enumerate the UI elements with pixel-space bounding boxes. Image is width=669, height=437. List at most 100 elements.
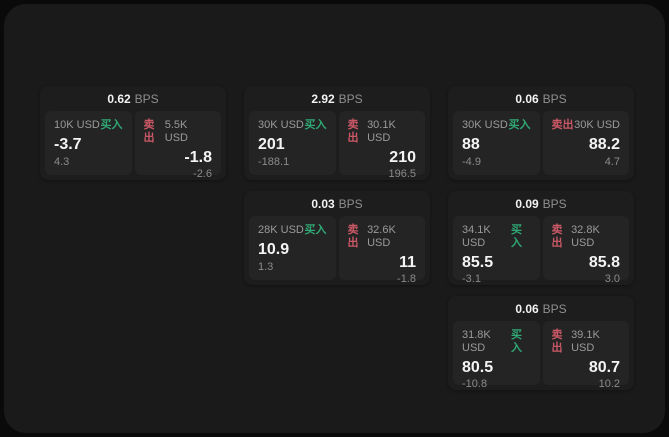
buy-delta: -10.8: [462, 378, 488, 390]
sell-amount: 39.1K USD: [571, 329, 600, 354]
sell-panel[interactable]: 卖出 5.5K USD -1.8 -2.6: [134, 111, 221, 180]
sell-panel[interactable]: 卖出 39.1K USD 80.7 10.2: [542, 321, 629, 390]
buy-delta: -3.1: [462, 273, 481, 285]
sell-button[interactable]: 卖出: [551, 224, 563, 249]
bps-header: 0.09 BPS: [453, 191, 629, 216]
sell-panel-top: 卖出 32.8K USD: [552, 224, 621, 250]
bps-unit-label: BPS: [542, 91, 567, 106]
sell-price: 80.7: [588, 359, 620, 376]
buy-price: -3.7: [54, 136, 82, 153]
sell-amount: 32.8K USD: [571, 224, 600, 249]
bps-header: 0.62 BPS: [45, 86, 221, 111]
sell-delta: -2.6: [193, 168, 212, 180]
buy-price: 10.9: [258, 241, 290, 258]
bps-unit-label: BPS: [542, 301, 567, 316]
buy-amount: 10K USD: [54, 119, 100, 131]
sell-panel-top: 卖出 30K USD: [552, 119, 621, 132]
sell-amount: 30K USD: [574, 119, 620, 131]
bps-unit-label: BPS: [338, 91, 363, 106]
bps-value: 0.06: [515, 301, 539, 316]
buy-panel[interactable]: 34.1K USD 买入 85.5 -3.1: [453, 216, 540, 285]
bps-value: 0.06: [515, 91, 539, 106]
card-body: 10K USD 买入 -3.7 4.3 卖出 5.5K USD -1.8 -2.…: [45, 111, 221, 180]
buy-delta: -4.9: [462, 156, 481, 168]
quote-card: 0.06 BPS 30K USD 买入 88 -4.9 卖出: [448, 86, 634, 180]
buy-panel-top: 30K USD 买入: [462, 119, 531, 132]
sell-panel[interactable]: 卖出 30.1K USD 210 196.5: [338, 111, 425, 180]
quote-card: 0.62 BPS 10K USD 买入 -3.7 4.3 卖出: [40, 86, 226, 180]
sell-button[interactable]: 卖出: [551, 329, 563, 354]
buy-panel[interactable]: 28K USD 买入 10.9 1.3: [249, 216, 336, 280]
buy-amount: 30K USD: [462, 119, 508, 131]
bps-header: 0.06 BPS: [453, 86, 629, 111]
buy-panel-top: 10K USD 买入: [54, 119, 123, 132]
buy-price: 80.5: [462, 359, 494, 376]
buy-panel-top: 31.8K USD 买入: [462, 329, 531, 355]
buy-price: 88: [462, 136, 480, 153]
buy-panel[interactable]: 10K USD 买入 -3.7 4.3: [45, 111, 132, 175]
sell-delta: 196.5: [388, 168, 416, 180]
sell-button[interactable]: 卖出: [143, 119, 155, 144]
buy-panel-top: 30K USD 买入: [258, 119, 327, 132]
sell-button[interactable]: 卖出: [347, 119, 359, 144]
bps-value: 0.62: [107, 91, 131, 106]
bps-value: 2.92: [311, 91, 335, 106]
sell-price: 210: [389, 149, 416, 166]
buy-amount: 30K USD: [258, 119, 304, 131]
sell-delta: 4.7: [604, 156, 620, 168]
sell-delta: 3.0: [604, 273, 620, 285]
buy-button[interactable]: 买入: [304, 119, 327, 131]
bps-header: 2.92 BPS: [249, 86, 425, 111]
buy-panel[interactable]: 30K USD 买入 88 -4.9: [453, 111, 540, 175]
buy-amount: 34.1K USD: [462, 224, 491, 249]
sell-panel[interactable]: 卖出 30K USD 88.2 4.7: [542, 111, 629, 175]
main-panel: 0.62 BPS 10K USD 买入 -3.7 4.3 卖出: [4, 4, 665, 433]
buy-amount: 28K USD: [258, 224, 304, 236]
card-body: 31.8K USD 买入 80.5 -10.8 卖出 39.1K USD 80.…: [453, 321, 629, 390]
sell-panel-top: 卖出 32.6K USD: [348, 224, 417, 250]
card-body: 30K USD 买入 201 -188.1 卖出 30.1K USD 210 1…: [249, 111, 425, 180]
buy-delta: -188.1: [258, 156, 290, 168]
sell-amount: 30.1K USD: [367, 119, 396, 144]
buy-delta: 4.3: [54, 156, 70, 168]
quote-card: 2.92 BPS 30K USD 买入 201 -188.1 卖出: [244, 86, 430, 180]
sell-panel-top: 卖出 39.1K USD: [552, 329, 621, 355]
sell-button[interactable]: 卖出: [551, 119, 574, 131]
sell-delta: 10.2: [598, 378, 620, 390]
sell-amount: 32.6K USD: [367, 224, 396, 249]
sell-panel[interactable]: 卖出 32.6K USD 11 -1.8: [338, 216, 425, 285]
buy-button[interactable]: 买入: [510, 329, 522, 354]
buy-button[interactable]: 买入: [510, 224, 522, 249]
buy-button[interactable]: 买入: [304, 224, 327, 236]
card-body: 30K USD 买入 88 -4.9 卖出 30K USD 88.2 4.7: [453, 111, 629, 175]
buy-panel[interactable]: 31.8K USD 买入 80.5 -10.8: [453, 321, 540, 390]
sell-price: 85.8: [588, 254, 620, 271]
buy-panel[interactable]: 30K USD 买入 201 -188.1: [249, 111, 336, 175]
buy-button[interactable]: 买入: [100, 119, 123, 131]
bps-header: 0.06 BPS: [453, 296, 629, 321]
bps-value: 0.03: [311, 196, 335, 211]
buy-button[interactable]: 买入: [508, 119, 531, 131]
buy-panel-top: 34.1K USD 买入: [462, 224, 531, 250]
quote-cards-grid: 0.62 BPS 10K USD 买入 -3.7 4.3 卖出: [40, 86, 634, 390]
sell-price: 11: [399, 254, 416, 271]
quote-card: 0.06 BPS 31.8K USD 买入 80.5 -10.8 卖: [448, 296, 634, 390]
sell-panel-top: 卖出 5.5K USD: [144, 119, 213, 145]
sell-panel[interactable]: 卖出 32.8K USD 85.8 3.0: [542, 216, 629, 285]
bps-unit-label: BPS: [338, 196, 363, 211]
buy-price: 85.5: [462, 254, 494, 271]
card-body: 28K USD 买入 10.9 1.3 卖出 32.6K USD 11 -1.8: [249, 216, 425, 285]
buy-panel-top: 28K USD 买入: [258, 224, 327, 237]
bps-value: 0.09: [515, 196, 539, 211]
card-body: 34.1K USD 买入 85.5 -3.1 卖出 32.8K USD 85.8…: [453, 216, 629, 285]
sell-price: -1.8: [184, 149, 212, 166]
bps-unit-label: BPS: [542, 196, 567, 211]
quote-card: 0.09 BPS 34.1K USD 买入 85.5 -3.1 卖出: [448, 191, 634, 285]
sell-amount: 5.5K USD: [164, 119, 188, 144]
sell-delta: -1.8: [397, 273, 416, 285]
buy-amount: 31.8K USD: [462, 329, 491, 354]
sell-price: 88.2: [588, 136, 620, 153]
bps-unit-label: BPS: [134, 91, 159, 106]
sell-button[interactable]: 卖出: [347, 224, 359, 249]
